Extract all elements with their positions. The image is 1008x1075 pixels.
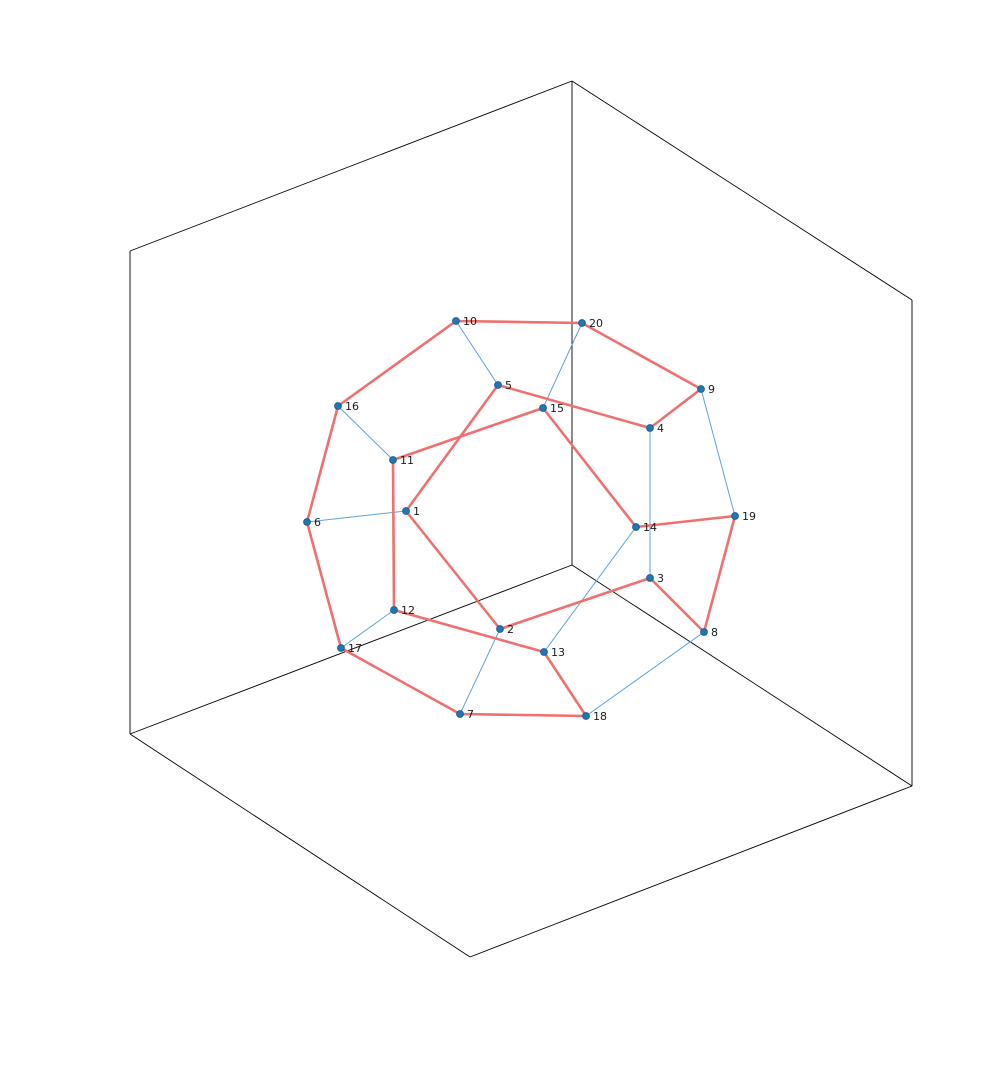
node-label-14: 14 [643, 521, 657, 534]
node-label-7: 7 [467, 708, 474, 721]
edge-10-5 [455, 320, 499, 386]
highlighted-edge-16-10 [336, 319, 458, 408]
node-label-4: 4 [657, 422, 664, 435]
node-4 [646, 424, 654, 432]
node-8 [700, 628, 708, 636]
node-14 [632, 523, 640, 531]
node-label-1: 1 [413, 505, 420, 518]
other-edges [306, 320, 736, 717]
highlighted-edges [305, 319, 737, 718]
node-label-20: 20 [589, 317, 603, 330]
node-label-8: 8 [711, 626, 718, 639]
node-label-17: 17 [348, 642, 362, 655]
node-15 [539, 404, 547, 412]
node-1 [402, 507, 410, 515]
node-label-15: 15 [550, 402, 564, 415]
highlighted-edge-13-18 [542, 650, 588, 718]
bounding-box-3d [129, 80, 913, 958]
highlighted-edge-3-8 [648, 576, 706, 634]
node-16 [334, 402, 342, 410]
node-label-11: 11 [400, 454, 414, 467]
node-17 [337, 644, 345, 652]
edge-2-7 [459, 628, 501, 715]
highlighted-edge-14-15 [541, 406, 638, 529]
highlighted-edge-2-3 [498, 576, 652, 631]
node-label-19: 19 [742, 510, 756, 523]
node-6 [303, 518, 311, 526]
box-edge [129, 564, 573, 735]
node-5 [494, 381, 502, 389]
node-label-18: 18 [593, 710, 607, 723]
highlighted-edge-11-12 [391, 458, 396, 612]
node-7 [456, 710, 464, 718]
box-edge [469, 785, 913, 958]
node-9 [697, 385, 705, 393]
edge-1-6 [306, 510, 407, 523]
highlighted-edge-17-6 [305, 520, 343, 650]
highlighted-edge-10-20 [454, 319, 584, 325]
edge-20-15 [542, 322, 583, 409]
highlighted-edge-1-2 [404, 509, 502, 631]
node-10 [452, 317, 460, 325]
edge-12-17 [340, 609, 395, 649]
node-20 [578, 319, 586, 327]
box-edge [571, 80, 913, 301]
highlighted-edge-6-16 [305, 404, 340, 524]
node-label-9: 9 [708, 383, 715, 396]
node-label-10: 10 [463, 315, 477, 328]
edge-9-19 [700, 388, 736, 517]
node-19 [731, 512, 739, 520]
node-3 [646, 574, 654, 582]
node-12 [390, 606, 398, 614]
highlighted-edge-4-5 [496, 383, 652, 430]
highlighted-edge-12-13 [392, 608, 546, 654]
node-2 [496, 625, 504, 633]
node-11 [389, 456, 397, 464]
edge-8-18 [585, 631, 705, 717]
highlighted-edge-20-9 [580, 321, 703, 391]
node-label-13: 13 [551, 646, 565, 659]
node-label-2: 2 [507, 623, 514, 636]
box-edge [129, 733, 471, 958]
box-edge [571, 564, 913, 787]
highlighted-edge-15-11 [391, 406, 545, 462]
node-18 [582, 712, 590, 720]
highlighted-edge-19-14 [634, 514, 737, 529]
highlighted-edge-7-17 [339, 646, 462, 716]
node-label-6: 6 [314, 516, 321, 529]
box-edge [129, 80, 573, 252]
node-label-16: 16 [345, 400, 359, 413]
node-label-12: 12 [401, 604, 415, 617]
edge-11-16 [337, 405, 394, 461]
nodes [303, 317, 739, 720]
edge-14-13 [543, 526, 637, 653]
highlighted-edge-9-4 [648, 387, 703, 430]
highlighted-edge-8-19 [702, 514, 737, 634]
node-label-5: 5 [505, 379, 512, 392]
highlighted-edge-5-1 [404, 383, 500, 513]
highlighted-edge-18-7 [458, 712, 588, 718]
node-13 [540, 648, 548, 656]
node-label-3: 3 [657, 572, 664, 585]
